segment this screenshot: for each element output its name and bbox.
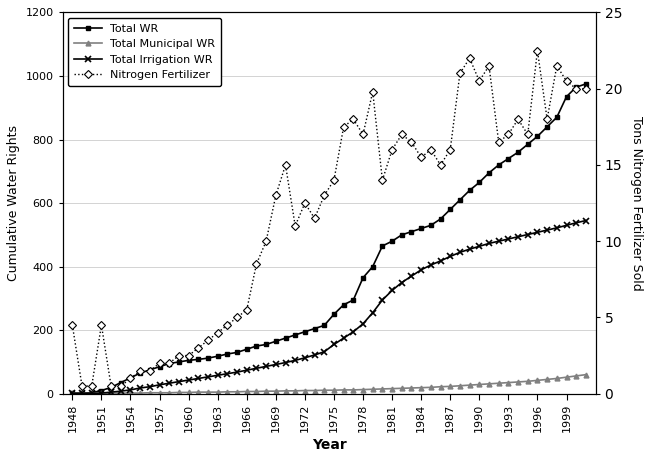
Total Municipal WR (262, 388, 270, 394)
Total Municipal WR (417, 385, 425, 391)
Nitrogen Fertilizer (165, 360, 173, 366)
Y-axis label: Tons Nitrogen Fertilizer Sold: Tons Nitrogen Fertilizer Sold (630, 116, 643, 291)
Total Irrigation WR (262, 364, 270, 369)
Nitrogen Fertilizer (427, 147, 435, 152)
Line: Total WR: Total WR (70, 82, 588, 396)
Total WR (68, 390, 76, 396)
Total Municipal WR (350, 387, 358, 392)
Nitrogen Fertilizer (582, 86, 590, 91)
Total Irrigation WR (582, 218, 590, 224)
Total Irrigation WR (155, 382, 163, 387)
Total WR (582, 81, 590, 87)
Total WR (369, 264, 376, 269)
Total Irrigation WR (350, 329, 358, 335)
Nitrogen Fertilizer (388, 147, 396, 152)
X-axis label: Year: Year (312, 438, 346, 452)
Total Irrigation WR (417, 267, 425, 273)
Y-axis label: Cumulative Water Rights: Cumulative Water Rights (7, 125, 20, 281)
Nitrogen Fertilizer (272, 193, 280, 198)
Line: Nitrogen Fertilizer: Nitrogen Fertilizer (70, 48, 589, 389)
Nitrogen Fertilizer (534, 48, 541, 53)
Total Irrigation WR (369, 310, 376, 315)
Total WR (350, 297, 358, 303)
Total Municipal WR (155, 390, 163, 396)
Nitrogen Fertilizer (68, 322, 76, 328)
Total WR (378, 243, 386, 249)
Line: Total Irrigation WR: Total Irrigation WR (69, 218, 589, 397)
Total Municipal WR (68, 391, 76, 396)
Total WR (262, 341, 270, 347)
Nitrogen Fertilizer (359, 132, 367, 137)
Nitrogen Fertilizer (78, 383, 86, 389)
Total Irrigation WR (378, 297, 386, 303)
Total WR (417, 226, 425, 231)
Line: Total Municipal WR: Total Municipal WR (70, 372, 588, 396)
Total Municipal WR (582, 372, 590, 377)
Total WR (155, 364, 163, 369)
Total Municipal WR (369, 386, 376, 392)
Nitrogen Fertilizer (378, 178, 386, 183)
Total Municipal WR (378, 386, 386, 392)
Total Irrigation WR (68, 391, 76, 396)
Legend: Total WR, Total Municipal WR, Total Irrigation WR, Nitrogen Fertilizer: Total WR, Total Municipal WR, Total Irri… (68, 18, 221, 86)
